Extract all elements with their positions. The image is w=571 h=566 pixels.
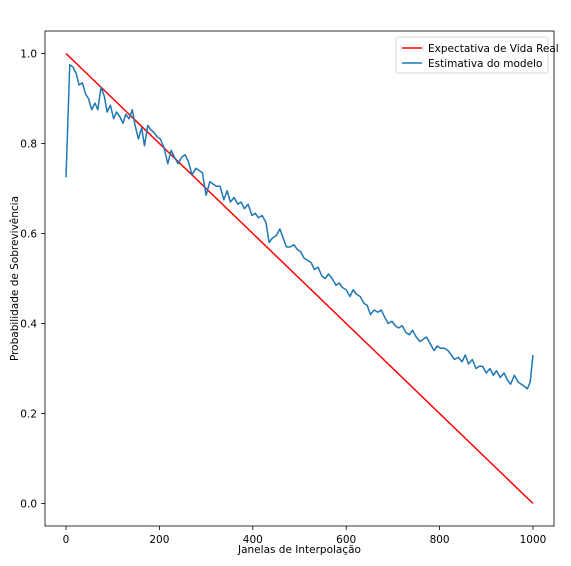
legend: Expectativa de Vida Real Estimativa do mo… xyxy=(395,36,559,74)
x-tick-label: 400 xyxy=(243,534,263,546)
x-tick-label: 1000 xyxy=(520,534,547,546)
x-tick-label: 800 xyxy=(430,534,450,546)
x-tick-label: 200 xyxy=(149,534,169,546)
legend-box xyxy=(395,36,549,74)
legend-label-2: Estimativa do modelo xyxy=(428,58,542,70)
plot-frame xyxy=(44,30,555,527)
y-tick-label: 0.6 xyxy=(20,229,37,241)
y-axis-label: Probabilidade de Sobrevivência xyxy=(9,196,21,361)
y-tick-label: 0.4 xyxy=(20,319,37,331)
series-line-1 xyxy=(65,52,534,505)
y-tick-label: 0.0 xyxy=(20,499,37,511)
plot-area xyxy=(65,52,534,505)
x-tick-label: 0 xyxy=(63,534,70,546)
x-tick-label: 600 xyxy=(336,534,356,546)
x-axis-label: Janelas de Interpolação xyxy=(237,544,361,556)
series-line-2 xyxy=(65,64,534,390)
legend-label-1: Expectativa de Vida Real xyxy=(428,43,559,55)
y-tick-label: 1.0 xyxy=(20,49,37,61)
axes: 0 200 400 600 800 1000 0.0 0.2 0.4 0.6 0.8 1.0 xyxy=(20,30,555,546)
y-tick-label: 0.2 xyxy=(20,409,37,421)
y-tick-label: 0.8 xyxy=(20,139,37,151)
